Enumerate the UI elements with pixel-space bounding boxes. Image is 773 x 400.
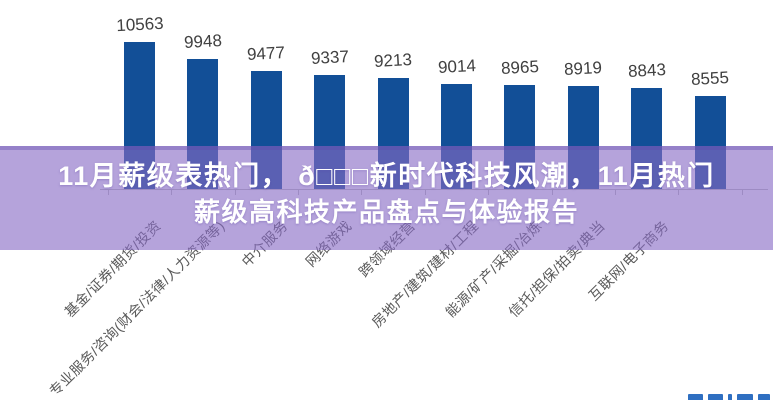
watermark-glyph: [688, 394, 703, 400]
watermark: [688, 394, 770, 400]
banner-title-line1: 11月薪级表热门， ð□□□新时代科技风潮，11月热门: [58, 161, 715, 191]
banner-title-line2: 薪级高科技产品盘点与体验报告: [193, 197, 579, 227]
bar-value-label: 8555: [690, 68, 730, 89]
watermark-glyph: [736, 394, 754, 400]
watermark-glyph: [707, 394, 724, 400]
watermark-glyph: [758, 394, 770, 400]
title-banner: 11月薪级表热门， ð□□□新时代科技风潮，11月热门 薪级高科技产品盘点与体验…: [0, 146, 773, 250]
watermark-glyph: [728, 394, 732, 400]
